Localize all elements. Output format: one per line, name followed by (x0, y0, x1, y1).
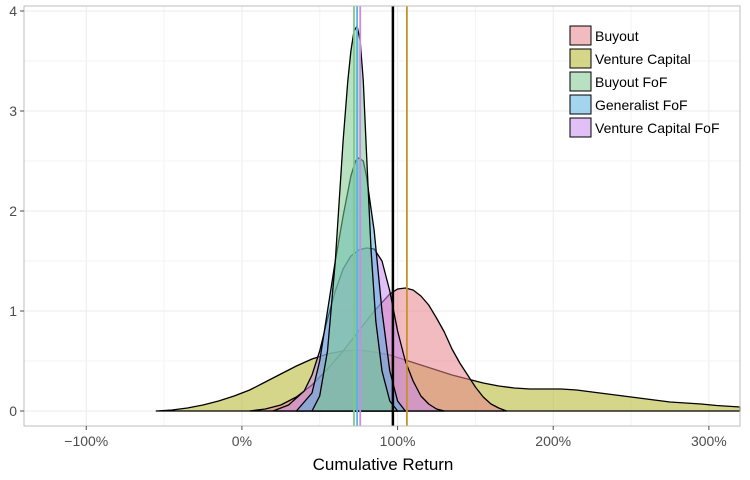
x-tick-label: −100% (64, 433, 108, 449)
legend-label: Buyout FoF (595, 74, 667, 90)
y-tick-label: 4 (9, 3, 17, 19)
legend-key-buyout-fof (569, 71, 592, 92)
x-axis-title: Cumulative Return (313, 455, 454, 474)
legend-label: Venture Capital (595, 51, 691, 67)
legend-key-venture-capital-fof (569, 117, 592, 138)
y-tick-label: 3 (9, 103, 17, 119)
y-tick-label: 0 (9, 403, 17, 419)
legend-label: Generalist FoF (595, 97, 688, 113)
x-tick-label: 300% (691, 433, 727, 449)
legend-key-generalist-fof (569, 94, 592, 115)
plot-panel-border (23, 5, 741, 427)
x-tick-label: 0% (232, 433, 252, 449)
y-tick-label: 1 (9, 303, 17, 319)
x-tick-label: 100% (380, 433, 416, 449)
legend-label: Buyout (595, 28, 639, 44)
legend-key-buyout (569, 25, 592, 46)
x-axis-ticks: −100% 0% 100% 200% 300% (64, 426, 727, 449)
density-areas (155, 25, 741, 412)
legend: Buyout Venture Capital Buyout FoF Generalis… (569, 25, 720, 138)
legend-key-venture-capital (569, 48, 592, 69)
y-tick-label: 2 (9, 203, 17, 219)
y-axis-ticks: 0 1 2 3 4 (9, 3, 24, 419)
mean-lines (353, 6, 408, 426)
x-tick-label: 200% (535, 433, 571, 449)
legend-label: Venture Capital FoF (595, 120, 720, 136)
